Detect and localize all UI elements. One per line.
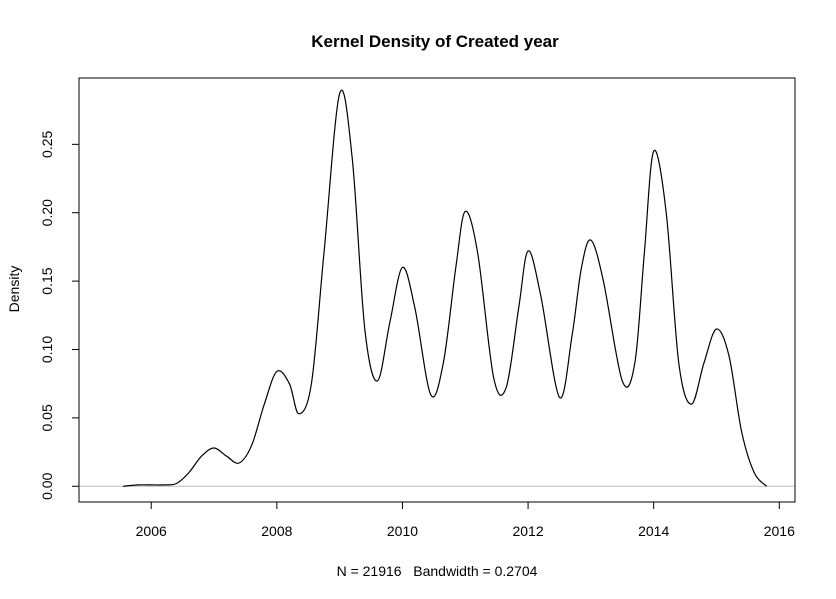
x-axis-label: N = 21916 Bandwidth = 0.2704 [337, 563, 538, 579]
x-tick-label: 2016 [764, 523, 795, 539]
density-curve [122, 89, 768, 487]
y-axis-label: Density [6, 266, 22, 313]
x-tick-label: 2014 [638, 523, 669, 539]
x-axis: 2006 2008 2010 2012 2014 2016 [136, 501, 795, 539]
y-tick-label: 0.00 [39, 472, 55, 499]
y-axis: 0.00 0.05 0.10 0.15 0.20 0.25 [39, 130, 80, 500]
x-tick-label: 2010 [387, 523, 418, 539]
y-tick-label: 0.15 [39, 267, 55, 294]
x-tick-label: 2012 [512, 523, 543, 539]
y-tick-label: 0.25 [39, 130, 55, 157]
x-tick-label: 2008 [261, 523, 292, 539]
y-tick-label: 0.10 [39, 336, 55, 363]
x-tick-label: 2006 [136, 523, 167, 539]
y-tick-label: 0.20 [39, 199, 55, 226]
y-tick-label: 0.05 [39, 404, 55, 431]
plot-box [78, 77, 796, 503]
chart-title: Kernel Density of Created year [311, 32, 559, 51]
